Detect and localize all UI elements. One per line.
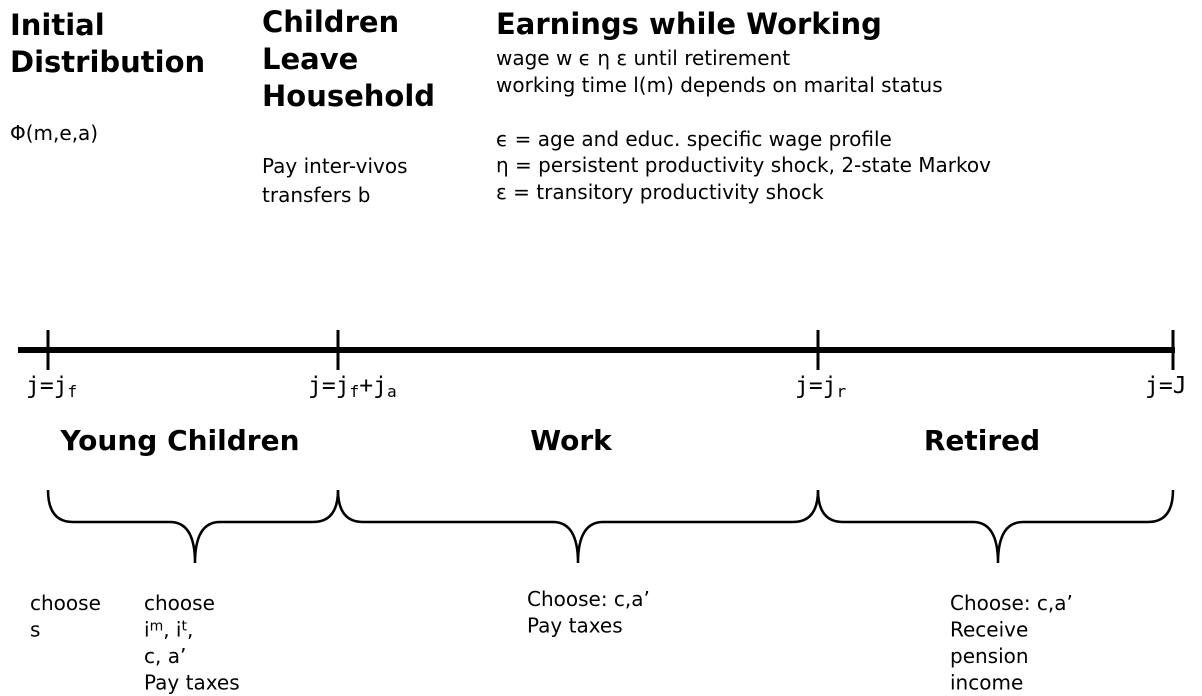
text-part: ,: [187, 618, 193, 642]
superscript: m: [150, 618, 164, 634]
text-part: Pay taxes: [527, 614, 623, 638]
phase-label: Work: [530, 424, 613, 457]
segmented-text: j=jf: [26, 373, 77, 401]
header-title: Leave: [262, 42, 358, 76]
header-text: transfers b: [262, 183, 370, 207]
brace: [816, 489, 1175, 564]
header-text: Pay inter-vivos: [262, 154, 408, 178]
phase-label: Young Children: [59, 424, 299, 457]
text-part: s: [30, 618, 40, 642]
header-title: Distribution: [10, 45, 205, 79]
subscript: f: [350, 382, 360, 401]
subscript: r: [837, 382, 847, 401]
text-part: choose: [30, 591, 101, 615]
text-part: c, a’: [144, 644, 186, 668]
header-title: Initial: [10, 8, 105, 42]
text-part: pension: [950, 644, 1029, 668]
text-part: choose: [144, 591, 215, 615]
text-part: j=j: [308, 373, 350, 399]
header-text: wage w ϵ η ε until retirement: [496, 46, 790, 70]
text-part: income: [950, 671, 1023, 695]
segmented-text: choose: [30, 591, 101, 615]
header-text: working time l(m) depends on marital sta…: [496, 73, 943, 97]
definition: ε = transitory productivity shock: [496, 180, 824, 204]
text-part: i: [144, 618, 150, 642]
segmented-text: j=J: [1145, 373, 1187, 399]
formula: Φ(m,e,a): [10, 121, 98, 145]
brace: [336, 489, 820, 564]
segmented-text: im, it,: [144, 618, 193, 642]
text-part: , i: [163, 618, 181, 642]
header-title: Earnings while Working: [496, 7, 882, 41]
segmented-text: Pay taxes: [144, 671, 240, 695]
segmented-text: choose: [144, 591, 215, 615]
segmented-text: Receive: [950, 618, 1028, 642]
definition: ϵ = age and educ. specific wage profile: [496, 127, 892, 151]
text-part: j=j: [26, 373, 68, 399]
header-title: Household: [262, 79, 435, 113]
text-part: +j: [359, 373, 387, 399]
text-part: Pay taxes: [144, 671, 240, 695]
subscript: f: [68, 382, 78, 401]
segmented-text: income: [950, 671, 1023, 695]
segmented-text: j=jr: [795, 373, 847, 401]
segmented-text: Pay taxes: [527, 614, 623, 638]
phase-label: Retired: [924, 424, 1040, 457]
text-part: j=J: [1145, 373, 1187, 399]
subscript: a: [387, 382, 397, 401]
segmented-text: c, a’: [144, 644, 186, 668]
text-part: Receive: [950, 618, 1028, 642]
superscript: t: [181, 618, 187, 634]
brace: [46, 489, 340, 564]
segmented-text: Choose: c,a’: [527, 587, 650, 611]
segmented-text: s: [30, 618, 40, 642]
text-part: j=j: [795, 373, 837, 399]
text-part: Choose: c,a’: [527, 587, 650, 611]
segmented-text: Choose: c,a’: [950, 591, 1073, 615]
header-title: Children: [262, 5, 399, 39]
text-part: Choose: c,a’: [950, 591, 1073, 615]
definition: η = persistent productivity shock, 2-sta…: [496, 153, 991, 177]
segmented-text: pension: [950, 644, 1029, 668]
segmented-text: j=jf+ja: [308, 373, 397, 401]
